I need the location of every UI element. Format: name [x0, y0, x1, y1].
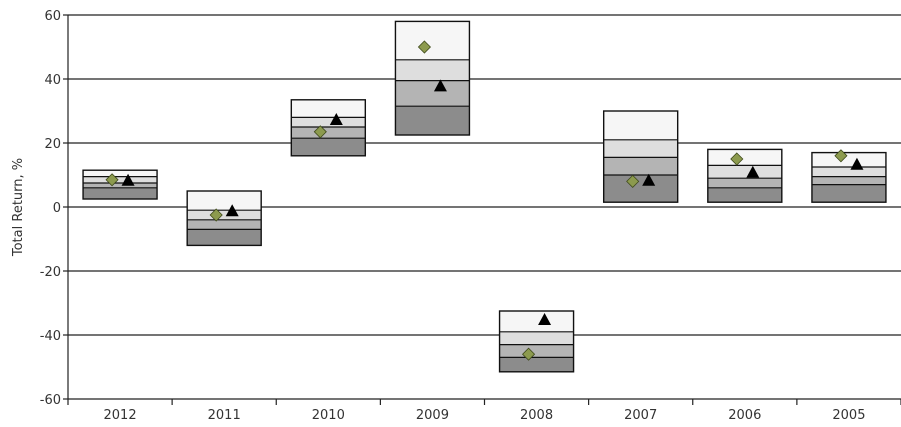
band-segment-2012-3 — [83, 176, 158, 183]
y-tick-label: -20 — [40, 265, 61, 280]
band-box-2006 — [707, 148, 783, 203]
x-tick-label: 2012 — [104, 408, 137, 423]
band-segment-2005-4 — [811, 152, 886, 167]
x-tick-label: 2006 — [728, 408, 761, 423]
diamond-marker — [626, 174, 640, 188]
band-box-2011 — [186, 190, 262, 247]
y-tick-label: -60 — [40, 393, 61, 408]
band-segment-2007-3 — [603, 139, 678, 158]
band-segment-2008-3 — [499, 331, 574, 345]
band-segment-2011-4 — [187, 191, 262, 211]
band-boxes — [82, 20, 887, 373]
triangle-marker — [433, 79, 447, 92]
band-box-2009 — [394, 20, 471, 136]
band-box-2005 — [811, 151, 887, 203]
x-tick-label: 2011 — [208, 408, 241, 423]
y-tick-label: 20 — [44, 137, 61, 152]
x-tick-label: 2010 — [312, 408, 345, 423]
band-segment-2012-1 — [83, 187, 158, 199]
band-segment-2006-1 — [707, 187, 782, 203]
band-segment-2008-4 — [499, 311, 574, 332]
triangle-marker — [642, 173, 656, 186]
diamond-marker — [834, 149, 848, 163]
x-tick-label: 2007 — [624, 408, 657, 423]
y-tick-label: -40 — [40, 329, 61, 344]
triangle-marker — [121, 173, 135, 186]
band-segment-2005-3 — [811, 167, 886, 177]
band-segment-2010-1 — [291, 138, 366, 156]
band-segment-2006-2 — [707, 178, 782, 188]
diamond-marker — [105, 173, 119, 187]
triangle-marker — [329, 113, 343, 125]
band-segment-2009-3 — [395, 59, 470, 81]
y-tick-labels: -60 -40 -20 0 20 40 60 — [40, 9, 61, 408]
band-box-2008 — [498, 310, 575, 373]
diamond-marker — [730, 152, 744, 166]
triangle-marker — [850, 157, 864, 170]
diamond-marker — [417, 40, 432, 54]
x-tick-label: 2008 — [520, 408, 553, 423]
band-segment-2009-1 — [395, 106, 470, 135]
band-segment-2011-1 — [187, 229, 262, 246]
band-segment-2008-1 — [499, 357, 574, 372]
band-segment-2007-2 — [603, 157, 678, 175]
band-segment-2007-1 — [603, 175, 678, 203]
band-segment-2012-2 — [83, 183, 158, 188]
triangle-marker — [225, 204, 239, 217]
diamond-marker — [313, 125, 327, 139]
band-segment-2010-4 — [291, 99, 366, 118]
band-box-2007 — [602, 110, 679, 203]
diamond-marker — [521, 347, 536, 361]
x-tick-label: 2005 — [832, 408, 865, 423]
diamond-marker — [209, 208, 223, 222]
markers — [105, 40, 864, 361]
band-segment-2007-4 — [603, 111, 678, 140]
triangle-marker — [746, 165, 760, 178]
band-segment-2010-2 — [291, 127, 366, 139]
y-tick-label: 60 — [44, 9, 61, 24]
band-segment-2009-4 — [395, 21, 470, 60]
band-box-2012 — [82, 169, 158, 200]
band-segment-2011-2 — [187, 219, 262, 230]
band-segment-2012-4 — [83, 170, 158, 177]
y-axis-label: Total Return, % — [11, 158, 26, 257]
band-segment-2005-2 — [811, 176, 886, 185]
band-segment-2009-2 — [395, 80, 470, 107]
band-segment-2008-2 — [499, 344, 574, 358]
band-box-2010 — [290, 99, 367, 157]
triangle-marker — [538, 313, 552, 325]
y-tick-label: 0 — [53, 201, 61, 216]
band-segment-2011-3 — [187, 210, 262, 220]
x-tick-labels: 2012 2011 2010 2009 2008 2007 2006 2005 — [104, 408, 866, 423]
band-segment-2006-4 — [707, 149, 782, 166]
band-segment-2006-3 — [707, 165, 782, 179]
band-segment-2005-1 — [811, 184, 886, 203]
x-tick-label: 2009 — [416, 408, 449, 423]
y-tick-label: 40 — [44, 73, 61, 88]
band-segment-2010-3 — [291, 117, 366, 127]
